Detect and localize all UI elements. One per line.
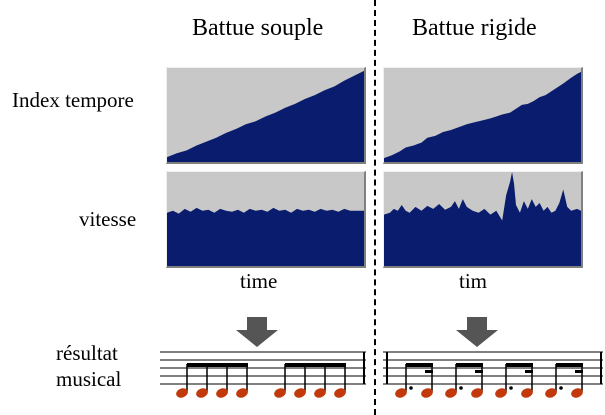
panel-vitesse-souple [166,171,366,268]
index-souple-area [167,70,364,162]
label-vitesse: vitesse [79,207,137,231]
axis-label-tim: tim [459,269,488,293]
label-index-tempore: Index tempore [12,88,134,112]
axis-label-time: time [240,269,278,293]
musical-staff-souple [160,351,366,398]
index-rigide-area [384,71,581,162]
down-arrow-right [456,317,498,347]
panel-index-souple [166,67,366,164]
vitesse-souple-area [167,207,364,266]
down-arrow-left [236,317,278,347]
title-battue-rigide: Battue rigide [412,15,537,41]
label-resultat: résultat [56,341,118,365]
column-divider [374,0,376,415]
vitesse-rigide-area [384,172,581,266]
panel-vitesse-rigide [383,171,583,268]
title-battue-souple: Battue souple [192,15,324,41]
panel-index-rigide [383,67,583,164]
musical-staff-rigide [383,351,603,398]
label-musical: musical [56,367,122,391]
